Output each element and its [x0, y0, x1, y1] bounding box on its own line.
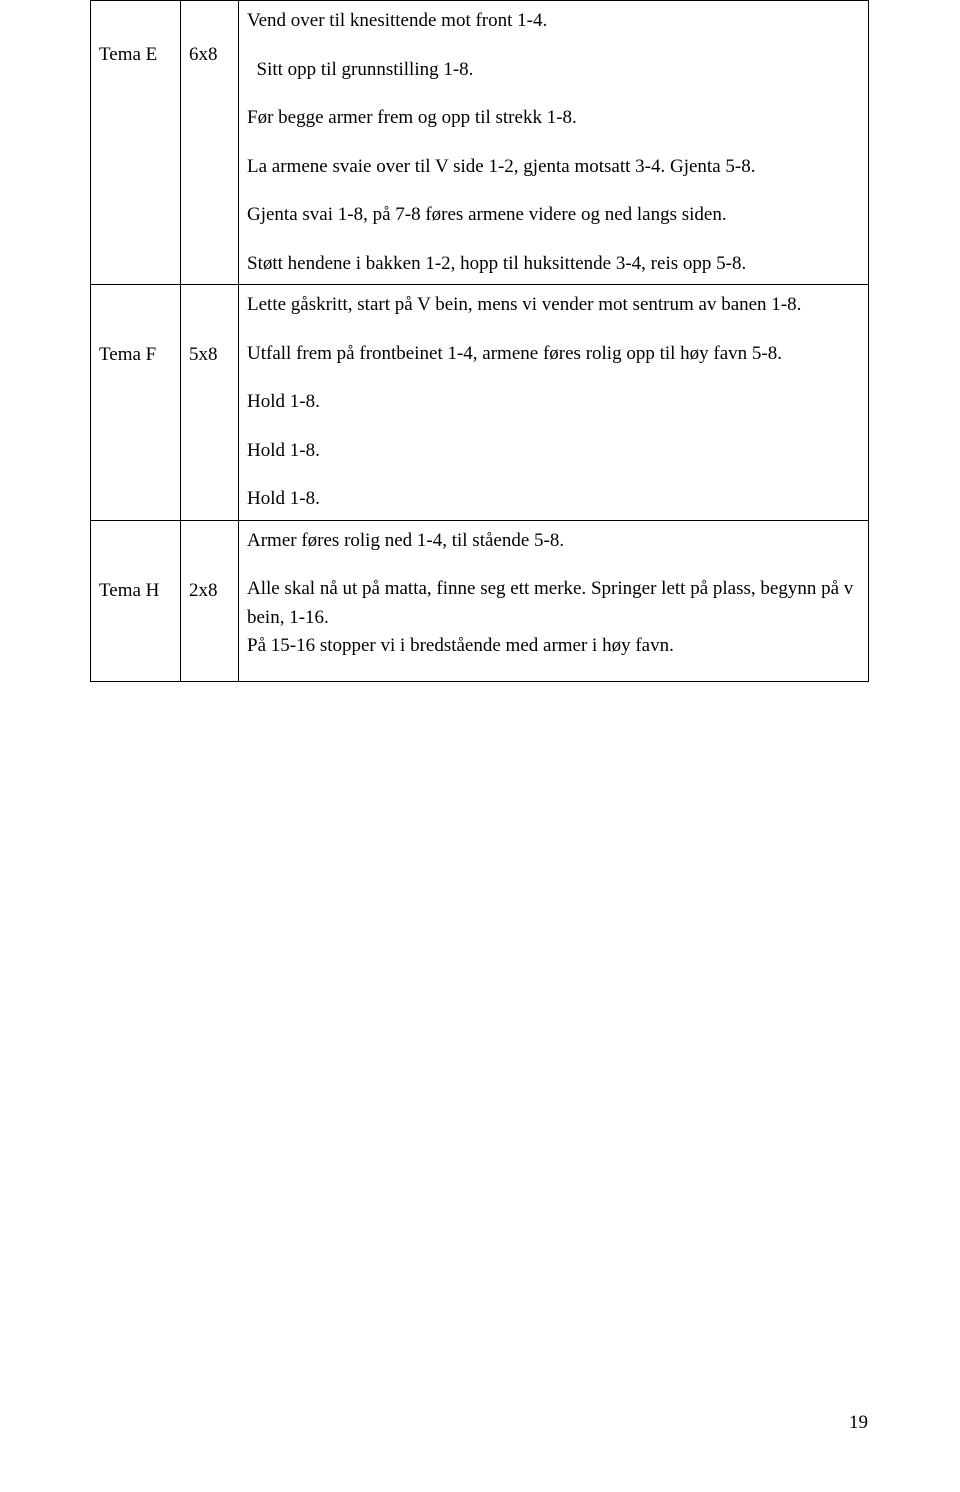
- desc-para: Hold 1-8.: [247, 388, 860, 417]
- desc-para: Utfall frem på frontbeinet 1-4, armene f…: [247, 340, 860, 369]
- desc-para: Sitt opp til grunnstilling 1-8.: [247, 56, 860, 85]
- reps-value: 5x8: [189, 344, 218, 365]
- tema-label: Tema F: [99, 344, 156, 365]
- desc-para: Vend over til knesittende mot front 1-4.: [247, 7, 860, 36]
- desc-para: Hold 1-8.: [247, 485, 860, 514]
- desc-cell: Lette gåskritt, start på V bein, mens vi…: [239, 285, 869, 521]
- reps-cell: 6x8: [181, 1, 239, 285]
- table-row: Tema F 5x8 Lette gåskritt, start på V be…: [91, 285, 869, 521]
- tema-label: Tema E: [99, 44, 157, 65]
- desc-para: Lette gåskritt, start på V bein, mens vi…: [247, 291, 860, 320]
- label-cell: Tema F: [91, 285, 181, 521]
- instruction-table: Tema E 6x8 Vend over til knesittende mot…: [90, 0, 869, 682]
- desc-para: Støtt hendene i bakken 1-2, hopp til huk…: [247, 250, 860, 279]
- desc-para: Armer føres rolig ned 1-4, til stående 5…: [247, 527, 860, 556]
- reps-cell: 5x8: [181, 285, 239, 521]
- desc-para: Før begge armer frem og opp til strekk 1…: [247, 104, 860, 133]
- table-row: Tema H 2x8 Armer føres rolig ned 1-4, ti…: [91, 520, 869, 681]
- label-cell: Tema E: [91, 1, 181, 285]
- page: Tema E 6x8 Vend over til knesittende mot…: [0, 0, 960, 1492]
- desc-para: La armene svaie over til V side 1-2, gje…: [247, 153, 860, 182]
- desc-para: Alle skal nå ut på matta, finne seg ett …: [247, 575, 860, 661]
- desc-para: Hold 1-8.: [247, 437, 860, 466]
- desc-para: Gjenta svai 1-8, på 7-8 føres armene vid…: [247, 201, 860, 230]
- tema-label: Tema H: [99, 580, 159, 601]
- page-number: 19: [849, 1412, 868, 1434]
- desc-cell: Armer føres rolig ned 1-4, til stående 5…: [239, 520, 869, 681]
- table-body: Tema E 6x8 Vend over til knesittende mot…: [91, 1, 869, 682]
- table-row: Tema E 6x8 Vend over til knesittende mot…: [91, 1, 869, 285]
- label-cell: Tema H: [91, 520, 181, 681]
- reps-cell: 2x8: [181, 520, 239, 681]
- desc-cell: Vend over til knesittende mot front 1-4.…: [239, 1, 869, 285]
- reps-value: 2x8: [189, 580, 218, 601]
- reps-value: 6x8: [189, 44, 218, 65]
